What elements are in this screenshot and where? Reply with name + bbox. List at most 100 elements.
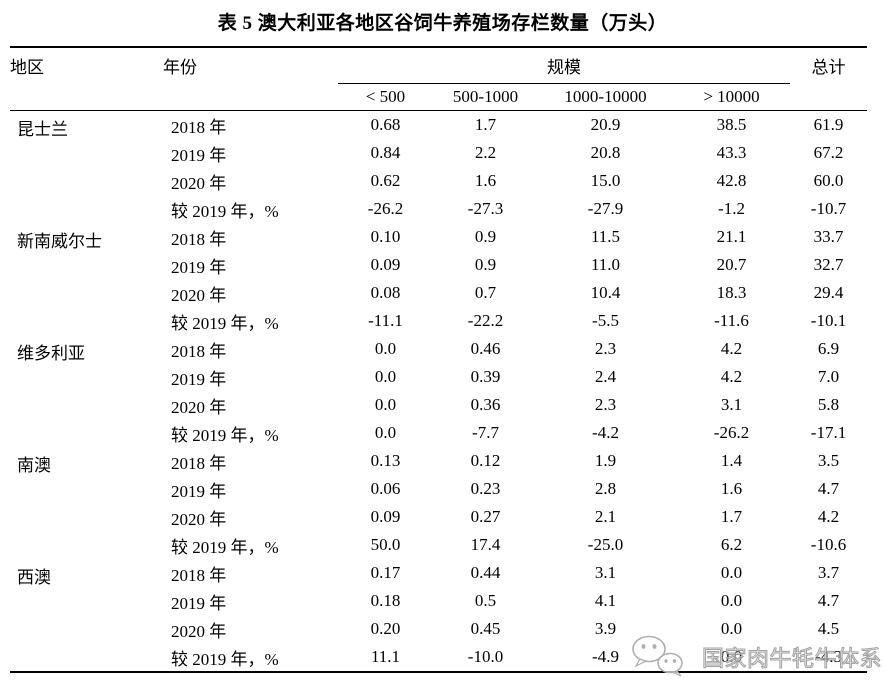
value-cell: 61.9 [813, 115, 844, 134]
table-row: 2020 年 0.09 0.27 2.1 1.7 4.2 [10, 503, 867, 531]
year-label: 2019 年 [171, 369, 227, 389]
value-cell: -10.0 [467, 647, 504, 666]
value-cell: 20.7 [716, 255, 747, 274]
value-cell: 2.4 [594, 367, 617, 386]
region-name: 南澳 [17, 456, 51, 475]
value-cell: 2.1 [594, 507, 617, 526]
header-row-main: 地区 年份 规模 总计 [10, 47, 867, 84]
value-cell: 43.3 [716, 143, 747, 162]
value-cell: 20.8 [590, 143, 621, 162]
value-cell: 2.2 [474, 143, 497, 162]
value-cell: 0.09 [370, 507, 401, 526]
region-name: 西澳 [17, 568, 51, 587]
value-cell: 10.4 [590, 283, 621, 302]
table-row: 新南威尔士 2018 年 0.10 0.9 11.5 21.1 33.7 [10, 223, 867, 251]
table-body: 昆士兰 2018 年 0.68 1.7 20.9 38.5 61.9 2019 年 0.84 2.… [10, 111, 867, 673]
year-label: 2020 年 [171, 397, 227, 417]
value-cell: 4.2 [817, 507, 840, 526]
value-cell: 15.0 [590, 171, 621, 190]
value-cell: 0.39 [470, 367, 501, 386]
year-label: 2020 年 [171, 173, 227, 193]
value-cell: 11.5 [590, 227, 621, 246]
value-cell: 0.0 [374, 395, 397, 414]
region-name: 昆士兰 [17, 120, 68, 139]
year-label: 2018 年 [171, 341, 227, 361]
value-cell: 1.4 [720, 451, 743, 470]
table-row: 2019 年 0.0 0.39 2.4 4.2 7.0 [10, 363, 867, 391]
value-cell: 0.0 [720, 619, 743, 638]
value-cell: -27.9 [587, 199, 624, 218]
column-header-scale: 规模 [338, 47, 790, 84]
value-cell: 0.9 [474, 227, 497, 246]
value-cell: 0.44 [470, 563, 501, 582]
value-cell: 0.10 [370, 227, 401, 246]
value-cell: 1.7 [474, 115, 497, 134]
value-cell: 0.27 [470, 507, 501, 526]
table-header: 地区 年份 规模 总计 < 500 500-1000 1000-10000 > … [10, 47, 867, 111]
table-row: 2020 年 0.08 0.7 10.4 18.3 29.4 [10, 279, 867, 307]
column-header-year: 年份 [163, 58, 197, 78]
value-cell: 0.7 [474, 283, 497, 302]
value-cell: 0.68 [370, 115, 401, 134]
value-cell: 42.8 [716, 171, 747, 190]
value-cell: 2.8 [594, 479, 617, 498]
value-cell: 67.2 [813, 143, 844, 162]
year-label: 较 2019 年，% [171, 313, 279, 333]
table-row: 较 2019 年，% 50.0 17.4 -25.0 6.2 -10.6 [10, 531, 867, 559]
value-cell: 0.0 [720, 563, 743, 582]
value-cell: 0.17 [370, 563, 401, 582]
table-row: 2020 年 0.0 0.36 2.3 3.1 5.8 [10, 391, 867, 419]
table-row: 南澳 2018 年 0.13 0.12 1.9 1.4 3.5 [10, 447, 867, 475]
value-cell: 0.20 [370, 619, 401, 638]
value-cell: 0.09 [370, 255, 401, 274]
year-label: 2020 年 [171, 621, 227, 641]
value-cell: -4.9 [592, 647, 619, 666]
value-cell: 2.3 [594, 339, 617, 358]
table-row: 维多利亚 2018 年 0.0 0.46 2.3 4.2 6.9 [10, 335, 867, 363]
year-label: 较 2019 年，% [171, 201, 279, 221]
table-row: 西澳 2018 年 0.17 0.44 3.1 0.0 3.7 [10, 559, 867, 587]
year-label: 2018 年 [171, 565, 227, 585]
year-label: 2019 年 [171, 145, 227, 165]
value-cell: 3.1 [720, 395, 743, 414]
value-cell: 0.06 [370, 479, 401, 498]
column-header-total: 总计 [811, 58, 846, 78]
value-cell: -10.1 [810, 311, 847, 330]
value-cell: 0.23 [470, 479, 501, 498]
value-cell: 0.0 [720, 591, 743, 610]
value-cell: 33.7 [813, 227, 844, 246]
table-row: 较 2019 年，% 0.0 -7.7 -4.2 -26.2 -17.1 [10, 419, 867, 447]
value-cell: 7.0 [817, 367, 840, 386]
column-header-scale-lt500: < 500 [338, 83, 433, 111]
value-cell: 21.1 [716, 227, 747, 246]
region-name: 维多利亚 [17, 344, 85, 363]
value-cell: 6.2 [720, 535, 743, 554]
year-label: 较 2019 年，% [171, 537, 279, 557]
value-cell: 5.8 [817, 395, 840, 414]
year-label: 较 2019 年，% [171, 649, 279, 669]
value-cell: 11.0 [590, 255, 621, 274]
table-row: 较 2019 年，% -26.2 -27.3 -27.9 -1.2 -10.7 [10, 195, 867, 223]
table-row: 2020 年 0.62 1.6 15.0 42.8 60.0 [10, 167, 867, 195]
table-row: 较 2019 年，% -11.1 -22.2 -5.5 -11.6 -10.1 [10, 307, 867, 335]
value-cell: 0.12 [470, 451, 501, 470]
value-cell: 1.6 [720, 479, 743, 498]
column-header-scale-500-1000: 500-1000 [433, 83, 538, 111]
value-cell: -4.2 [592, 423, 619, 442]
value-cell: 50.0 [370, 535, 401, 554]
value-cell: -10.7 [810, 199, 847, 218]
value-cell: -17.1 [810, 423, 847, 442]
value-cell: -25.0 [587, 535, 624, 554]
value-cell: 0.13 [370, 451, 401, 470]
year-label: 2018 年 [171, 453, 227, 473]
value-cell: 0.5 [474, 591, 497, 610]
region-name: 新南威尔士 [17, 232, 102, 251]
value-cell: 4.1 [594, 591, 617, 610]
value-cell: 3.1 [594, 563, 617, 582]
value-cell: 18.3 [716, 283, 747, 302]
value-cell: 3.5 [817, 451, 840, 470]
table-row: 2020 年 0.20 0.45 3.9 0.0 4.5 [10, 615, 867, 643]
value-cell: 0.0 [374, 339, 397, 358]
value-cell: 4.7 [817, 479, 840, 498]
